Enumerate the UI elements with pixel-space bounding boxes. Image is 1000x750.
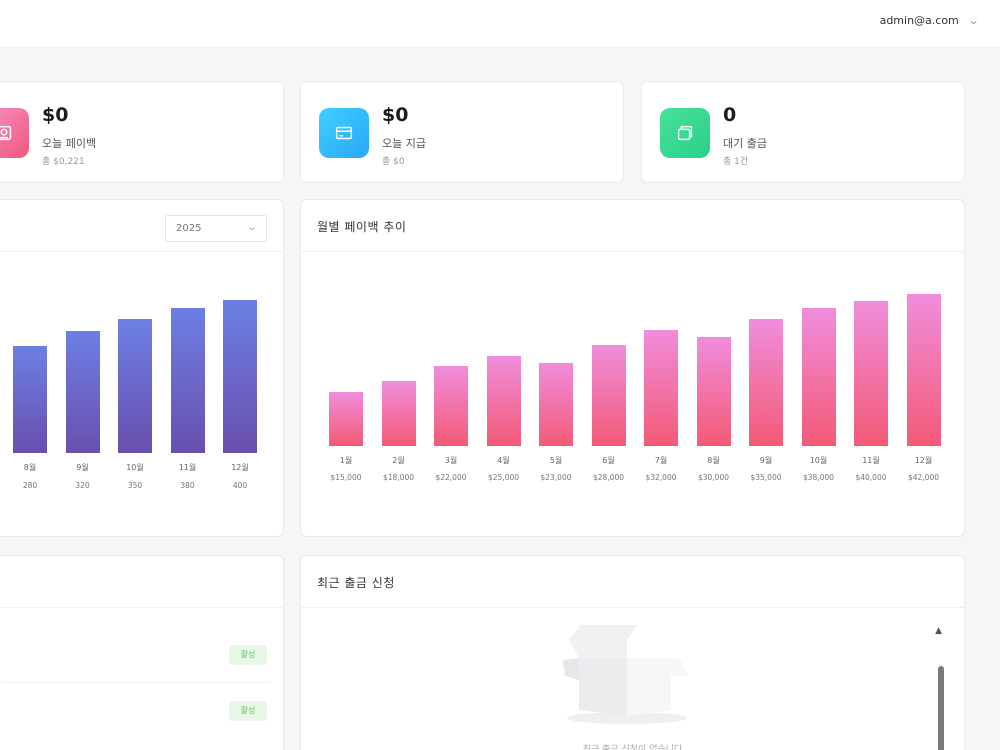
stat-label: 오늘 지급 — [382, 137, 426, 150]
top-bar: admin@a.com ⌄ — [0, 0, 1000, 48]
chart-bar — [223, 300, 257, 453]
chart-bar — [170, 307, 205, 453]
data-label: 320 — [75, 481, 90, 490]
chart-bar — [434, 366, 468, 446]
chart-bar — [696, 337, 731, 446]
left-list-card: 활성 활성 — [0, 555, 284, 750]
empty-box-icon — [563, 625, 689, 724]
chevron-down-icon: ⌄ — [967, 14, 980, 27]
chart-bar — [906, 293, 941, 446]
recent-withdraw-card: 최근 출금 신청 최근 출금 신청이 없습니다 ▲ — [300, 555, 965, 750]
data-label: 400 — [232, 481, 248, 490]
stat-card-today-paid: $0 오늘 지급 총 $0 — [300, 81, 624, 183]
data-label: $40,000 — [855, 473, 887, 482]
card-icon — [319, 108, 369, 158]
x-tick-label: 5월 — [549, 456, 563, 465]
stat-sub: 총 1건 — [723, 157, 749, 167]
data-label: $42,000 — [907, 473, 939, 482]
data-label: $32,000 — [645, 473, 677, 482]
data-label: $23,000 — [540, 473, 572, 482]
chart-bar — [13, 346, 47, 453]
x-tick-label: 9월 — [76, 463, 89, 472]
stat-label: 오늘 페이백 — [42, 137, 97, 150]
x-tick-label: 10월 — [126, 463, 144, 472]
chart-bar — [65, 330, 100, 453]
data-label: $18,000 — [382, 473, 414, 482]
x-tick-label: 2월 — [392, 456, 405, 465]
wallet-icon — [660, 108, 710, 158]
monthly-bar-chart: 1월 $15,000 2월 $18,000 3월 $22,000 4월 $25,000 5월 $2… — [301, 200, 964, 536]
x-tick-label: 11월 — [862, 456, 880, 465]
data-label: $28,000 — [592, 473, 624, 482]
stat-sub: 총 $0,221 — [42, 157, 85, 167]
data-label: $38,000 — [802, 473, 834, 482]
x-tick-label: 8월 — [707, 456, 720, 465]
user-email: admin@a.com — [879, 14, 959, 27]
chart-bar — [486, 355, 521, 446]
stat-label: 대기 출금 — [723, 137, 767, 150]
user-menu[interactable]: admin@a.com ⌄ — [879, 14, 980, 27]
data-label: $35,000 — [750, 473, 782, 482]
x-tick-label: 12월 — [231, 463, 249, 472]
data-label: 380 — [180, 481, 195, 490]
scroll-up-arrow-icon[interactable]: ▲ — [935, 626, 942, 636]
stat-value: $0 — [42, 104, 69, 126]
chart-bar — [118, 319, 152, 453]
data-label: 350 — [127, 481, 143, 490]
x-tick-label: 9월 — [759, 456, 773, 465]
chart-bar — [749, 319, 783, 446]
left-bar-chart: 8월 280 9월 320 10월 350 11월 380 12월 400 — [0, 200, 283, 536]
card-header: 2025 ⌄ — [0, 200, 283, 252]
data-label: $25,000 — [487, 473, 519, 482]
x-tick-label: 6월 — [602, 456, 615, 465]
x-tick-label: 1월 — [339, 456, 353, 465]
chart-bar — [854, 301, 888, 446]
chart-bar — [539, 362, 573, 446]
x-tick-label: 8월 — [23, 463, 37, 472]
status-badge: 활성 — [229, 645, 267, 665]
chevron-down-icon: ⌄ — [246, 222, 258, 233]
chart-bar — [591, 344, 626, 446]
chart-bar — [801, 308, 836, 446]
year-select-value: 2025 — [176, 223, 202, 234]
x-tick-label: 11월 — [178, 463, 197, 472]
x-tick-label: 10월 — [809, 456, 828, 465]
left-chart-card: 2025 ⌄ 8월 280 9월 320 10월 350 11월 380 12월 400 — [0, 199, 284, 537]
x-tick-label: 7월 — [654, 456, 668, 465]
stat-value: 0 — [723, 104, 737, 126]
card-header: 최근 출금 신청 — [301, 556, 964, 608]
data-label: $15,000 — [330, 473, 362, 482]
data-label: $22,000 — [435, 473, 467, 482]
chart-bar — [329, 391, 363, 446]
x-tick-label: 12월 — [914, 456, 933, 465]
payback-icon — [0, 108, 29, 158]
x-tick-label: 4월 — [497, 456, 510, 465]
stat-sub: 총 $0 — [382, 157, 405, 167]
stat-card-today-payback: $0 오늘 페이백 총 $0,221 — [0, 81, 284, 183]
year-select[interactable]: 2025 ⌄ — [165, 215, 267, 242]
card-header: 월별 페이백 추이 — [301, 200, 964, 252]
data-label: $30,000 — [697, 473, 729, 482]
monthly-payback-card: 월별 페이백 추이 1월 $15,000 2월 $18,000 3월 $22,000 4월 $… — [300, 199, 965, 537]
stat-value: $0 — [382, 104, 409, 126]
stat-card-pending-withdraw: 0 대기 출금 총 1건 — [641, 81, 965, 183]
card-title: 최근 출금 신청 — [317, 576, 395, 590]
card-header — [0, 556, 283, 608]
status-badge: 활성 — [229, 701, 267, 721]
empty-text: 최근 출금 신청이 없습니다 — [582, 745, 683, 750]
card-title: 월별 페이백 추이 — [317, 220, 407, 234]
data-label: 280 — [22, 481, 38, 490]
list-divider — [1, 682, 271, 683]
chart-bar — [644, 330, 678, 446]
x-tick-label: 3월 — [444, 456, 458, 465]
scrollbar-thumb[interactable] — [938, 666, 944, 750]
chart-bar — [381, 380, 416, 446]
